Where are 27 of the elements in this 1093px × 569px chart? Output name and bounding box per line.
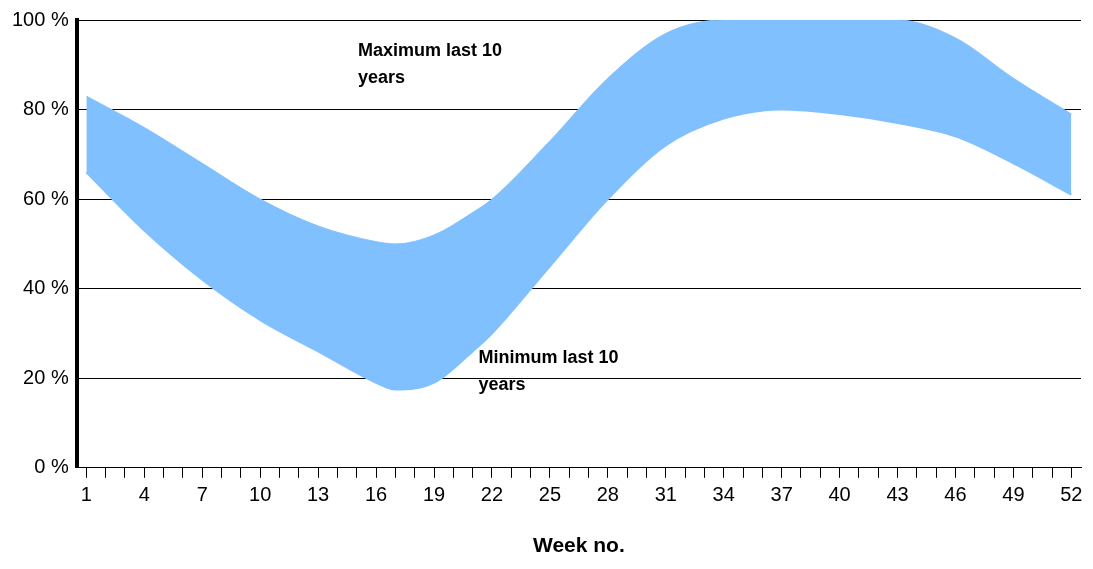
y-tick-label: 20 % xyxy=(23,365,69,388)
x-axis-title: Week no. xyxy=(532,533,625,557)
x-tick-label: 13 xyxy=(307,483,330,506)
y-tick-label: 60 % xyxy=(23,186,69,209)
x-tick-label: 40 xyxy=(828,483,851,506)
x-tick-label: 46 xyxy=(944,483,967,506)
x-tick-label: 25 xyxy=(538,483,562,506)
x-tick-label: 52 xyxy=(1060,483,1083,506)
x-tick-label: 4 xyxy=(138,483,150,506)
x-tick-label: 49 xyxy=(1002,483,1025,506)
annotation: Maximum last 10 years xyxy=(357,40,502,88)
x-tick-label: 19 xyxy=(422,483,446,506)
x-tick-label: 10 xyxy=(249,483,272,506)
y-tick-label: 40 % xyxy=(23,276,69,299)
x-tick-label: 34 xyxy=(712,483,735,506)
x-tick-label: 22 xyxy=(480,483,504,506)
x-tick-label: 1 xyxy=(80,483,92,506)
x-tick-label: 7 xyxy=(196,483,208,506)
x-tick-label: 43 xyxy=(886,483,909,506)
x-tick-label: 16 xyxy=(364,483,388,506)
y-tick-label: 80 % xyxy=(23,97,69,120)
y-tick-label: 100 % xyxy=(11,7,69,30)
x-tick-label: 37 xyxy=(770,483,793,506)
x-tick-label: 31 xyxy=(654,483,677,506)
x-tick-label: 28 xyxy=(596,483,619,506)
y-tick-label: 0 % xyxy=(34,455,69,478)
annotation: Minimum last 10 years xyxy=(478,347,619,395)
